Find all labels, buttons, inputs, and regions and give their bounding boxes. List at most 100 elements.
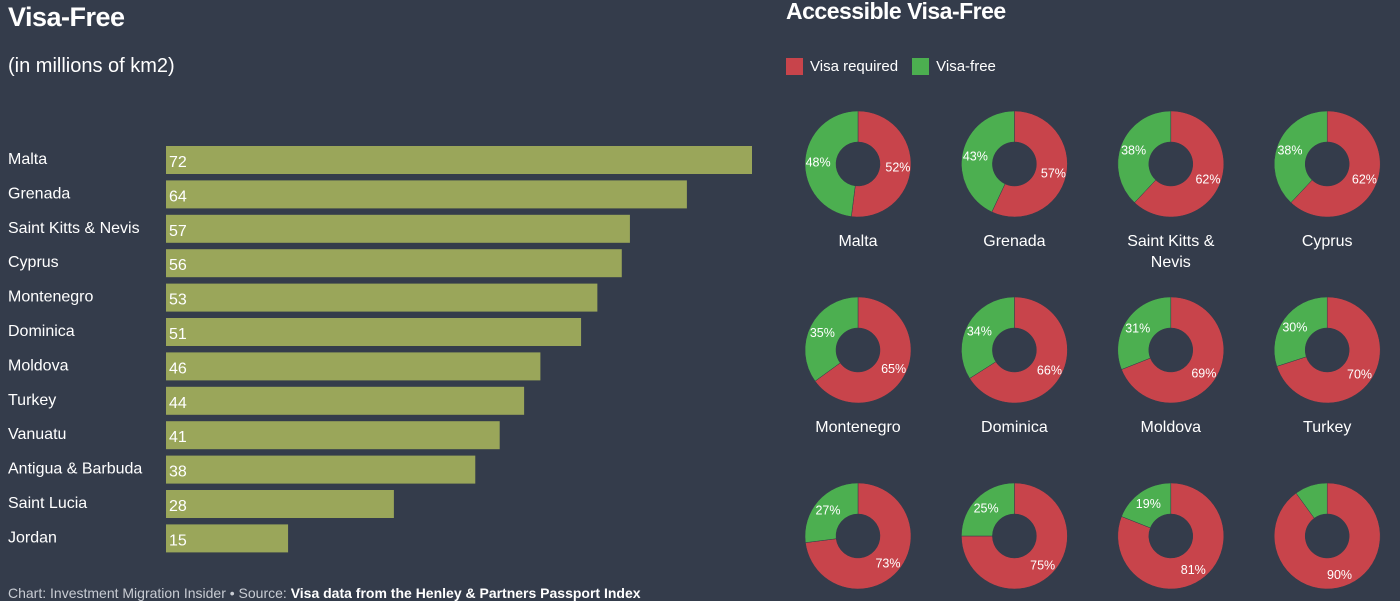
legend-label-visa-required: Visa required (810, 58, 899, 75)
legend-swatch-visa-required (786, 58, 803, 75)
donut-slice-visa-required (1273, 482, 1381, 590)
bar-category-label: Grenada (8, 185, 70, 202)
footer-source-link[interactable]: Visa data from the Henley & Partners Pas… (290, 585, 641, 601)
donut-slice-visa-required (1276, 296, 1381, 404)
bar-chart-subtitle: (in millions of km2) (8, 55, 175, 77)
donut-label-visa-required: 81% (1181, 563, 1206, 577)
legend-swatch-visa-free (912, 58, 930, 75)
donut-label-visa-required: 62% (1195, 173, 1220, 187)
donut-label-visa-required: 52% (885, 161, 910, 175)
bar-value-label: 28 (169, 498, 187, 515)
donut-country-label: Grenada (983, 233, 1045, 250)
donut-label-visa-free: 38% (1121, 143, 1146, 157)
donut-slice-visa-free (1117, 296, 1172, 370)
bar-category-label: Saint Kitts & Nevis (8, 220, 140, 237)
donut-country-label: Turkey (1303, 419, 1351, 436)
donut-slice-visa-free (961, 110, 1015, 213)
bar-chart-title: Visa-Free (8, 2, 125, 32)
donut-label-visa-required: 69% (1191, 366, 1216, 380)
donut-slice-visa-required (1134, 110, 1225, 218)
donut-label-visa-free: 35% (810, 326, 835, 340)
bar (166, 352, 541, 381)
bar-category-label: Dominica (8, 323, 75, 340)
donut-slice-visa-free (804, 296, 859, 382)
bar-value-label: 56 (169, 257, 187, 274)
donut-label-visa-free: 25% (974, 502, 999, 516)
legend: Visa required Visa-free (786, 58, 1010, 75)
bar-category-label: Turkey (8, 392, 56, 409)
donut-label-visa-required: 57% (1041, 167, 1066, 181)
footer-credit: Chart: Investment Migration Insider • So… (8, 585, 641, 601)
donut-country-label: Cyprus (1302, 233, 1353, 250)
donut-label-visa-free: 43% (963, 149, 988, 163)
donut-country-label: Montenegro (815, 419, 900, 436)
donut-label-visa-required: 70% (1347, 368, 1372, 382)
donut-slice-visa-free (804, 110, 859, 217)
bar (166, 490, 394, 518)
donut-slice-visa-free (1273, 110, 1328, 203)
bar (166, 455, 476, 484)
bar-value-label: 53 (169, 292, 187, 309)
donut-country-label: Nevis (1151, 254, 1191, 271)
bar-category-label: Moldova (8, 357, 69, 374)
bar-value-label: 57 (169, 223, 187, 240)
bar-value-label: 44 (169, 395, 187, 412)
donut-slice-visa-free (1273, 296, 1328, 367)
donut-country-label: Dominica (981, 419, 1048, 436)
bar-category-label: Cyprus (8, 254, 59, 271)
bar (166, 421, 500, 450)
donut-country-label: Moldova (1141, 419, 1202, 436)
donut-label-visa-required: 73% (875, 556, 900, 570)
donut-label-visa-free: 19% (1136, 497, 1161, 511)
donut-slice-visa-free (1121, 482, 1172, 529)
donut-slice-visa-free (1295, 482, 1328, 519)
donut-label-visa-free: 38% (1277, 143, 1302, 157)
donut-slice-visa-required (1117, 482, 1225, 590)
donut-slice-visa-required (805, 482, 912, 590)
donut-country-label: Saint Kitts & (1127, 233, 1214, 250)
donut-label-visa-free: 30% (1282, 320, 1307, 334)
donut-label-visa-required: 65% (881, 362, 906, 376)
donut-country-label: Malta (838, 233, 877, 250)
bar-value-label: 64 (169, 188, 187, 205)
bar-value-label: 51 (169, 326, 187, 343)
donut-label-visa-free: 27% (815, 504, 840, 518)
donut-label-visa-required: 66% (1037, 363, 1062, 377)
donut-label-visa-free: 34% (967, 325, 992, 339)
bar-category-label: Jordan (8, 529, 57, 546)
bar-value-label: 38 (169, 464, 187, 481)
bar-value-label: 41 (169, 429, 187, 446)
donut-slice-visa-required (814, 296, 912, 404)
donut-chart-title: Accessible Visa-Free (786, 0, 1006, 24)
bar-category-label: Saint Lucia (8, 495, 87, 512)
bar-value-label: 15 (169, 532, 187, 549)
footer-prefix: Chart: Investment Migration Insider • So… (8, 585, 291, 601)
bar-value-label: 72 (169, 154, 187, 171)
donut-slice-visa-free (804, 482, 859, 543)
bar (166, 146, 752, 174)
donut-slice-visa-free (961, 482, 1015, 537)
bar (166, 214, 630, 243)
donut-label-visa-required: 90% (1327, 568, 1352, 582)
legend-label-visa-free: Visa-free (936, 58, 996, 75)
bar (166, 180, 687, 209)
bar (166, 524, 289, 553)
bar-category-label: Malta (8, 151, 47, 168)
bar (166, 386, 525, 415)
donut-label-visa-free: 48% (806, 155, 831, 169)
bar (166, 318, 582, 346)
bar-value-label: 46 (169, 360, 187, 377)
donut-slice-visa-free (1117, 110, 1172, 203)
donut-label-visa-required: 62% (1352, 173, 1377, 187)
donut-slice-visa-required (991, 110, 1068, 218)
bar (166, 283, 598, 312)
bar-category-label: Vanuatu (8, 426, 66, 443)
donut-label-visa-required: 75% (1030, 558, 1055, 572)
bar-category-label: Antigua & Barbuda (8, 461, 142, 478)
donut-slice-visa-required (851, 110, 912, 218)
donut-slice-visa-required (1290, 110, 1381, 218)
bar (166, 249, 622, 278)
donut-slice-visa-required (961, 482, 1068, 590)
donut-label-visa-free: 31% (1125, 322, 1150, 336)
